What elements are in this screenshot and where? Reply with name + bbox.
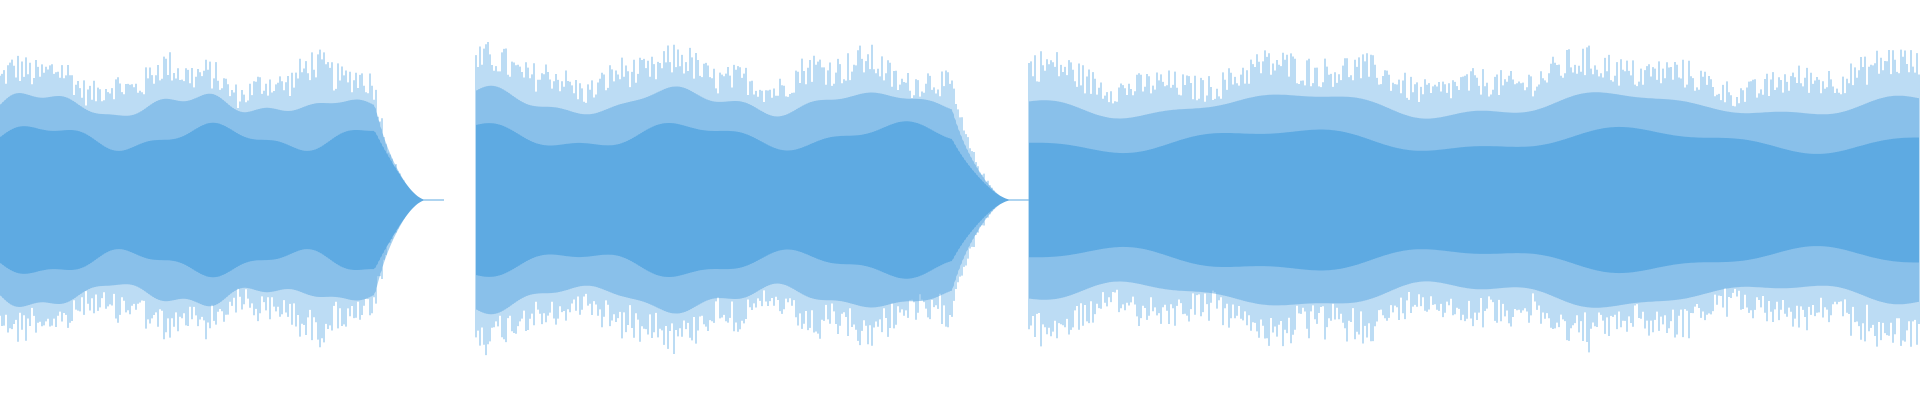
waveform-clip-2[interactable] bbox=[475, 42, 1030, 356]
waveform-body bbox=[0, 122, 426, 278]
waveform-clip-3[interactable] bbox=[1028, 45, 1920, 353]
waveform-body bbox=[1029, 126, 1919, 274]
waveform-clip-1[interactable] bbox=[0, 49, 444, 348]
waveform-body bbox=[476, 121, 1012, 279]
clips-layer bbox=[0, 42, 1920, 356]
